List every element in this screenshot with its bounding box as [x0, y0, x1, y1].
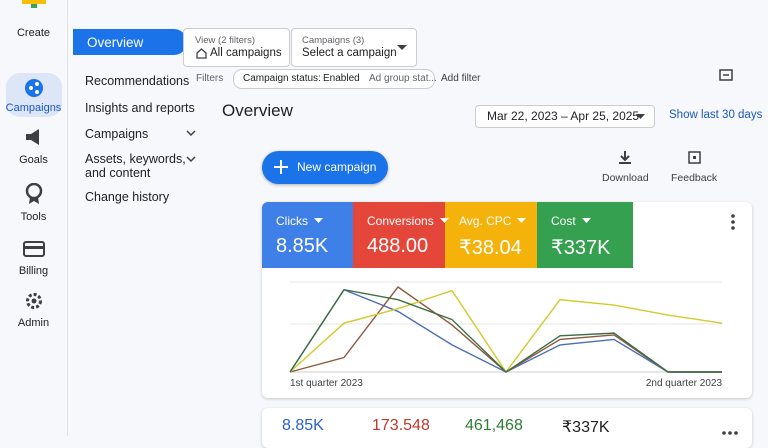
x-tick-label: 2nd quarter 2023 [646, 378, 723, 389]
metric-value: 488.00 [367, 235, 429, 257]
series-line [289, 288, 722, 373]
view-value: All campaigns [210, 47, 282, 59]
filter-value: Enabled [323, 73, 360, 84]
nav-item[interactable]: Campaigns [85, 127, 149, 141]
tools-icon[interactable] [24, 183, 44, 205]
overview-nav[interactable]: Overview [87, 35, 144, 50]
nav-item[interactable]: Insights and reports [85, 101, 195, 115]
metric-value: ₹337K [551, 237, 611, 259]
metric-arrow [314, 218, 323, 223]
billing-icon[interactable] [23, 240, 45, 258]
nav-item[interactable]: and content [85, 166, 151, 180]
feedback-label[interactable]: Feedback [671, 172, 718, 184]
nav-rail [0, 0, 68, 436]
summary-value: 8.85K [282, 417, 324, 434]
metric-arrow [582, 218, 591, 223]
nav-item[interactable]: Recommendations [85, 74, 190, 88]
filters-label: Filters [196, 73, 224, 84]
feedback-icon[interactable] [688, 151, 701, 164]
chevrons[interactable] [186, 128, 196, 168]
metric-tile[interactable]: Conversions 488.00 [353, 202, 449, 268]
date-range: Mar 22, 2023 – Apr 25, 2025 [487, 109, 640, 123]
metric-name: Cost [551, 214, 576, 228]
kebab-menu[interactable] [730, 214, 736, 230]
columns-icon[interactable] [719, 69, 733, 81]
new-campaign-label: New campaign [297, 160, 377, 174]
campaign-value: Select a campaign [302, 47, 397, 59]
metric-value: ₹38.04 [459, 237, 522, 259]
summary-value: 461,468 [465, 417, 523, 434]
series-line [289, 286, 722, 373]
view-selector[interactable] [183, 28, 290, 67]
billing-label[interactable]: Billing [18, 265, 49, 277]
filter-more: Ad group stat... [369, 73, 437, 84]
campaign-label: Campaigns (3) [302, 35, 365, 46]
dropdown-arrow [397, 45, 407, 50]
goals-icon[interactable] [24, 128, 44, 146]
summary-menu[interactable] [721, 430, 739, 436]
goals-label[interactable]: Goals [19, 154, 48, 166]
download-label[interactable]: Download [602, 172, 649, 184]
series-line [289, 288, 722, 373]
metric-arrow [440, 218, 449, 223]
metric-name: Avg. CPC [459, 214, 512, 228]
series-line [289, 289, 723, 374]
tools-label[interactable]: Tools [20, 211, 47, 223]
download-icon[interactable] [618, 150, 632, 164]
metric-name: Conversions [367, 214, 434, 228]
campaigns-label[interactable]: Campaigns [5, 102, 62, 114]
show-last-link[interactable]: Show last 30 days [669, 109, 763, 121]
view-label: View (2 filters) [195, 35, 256, 46]
metric-arrow [517, 218, 526, 223]
page: Create Campaigns Goals Tools Billing Adm… [0, 0, 763, 436]
summary-value: ₹337K [562, 419, 610, 436]
admin-icon[interactable] [24, 291, 44, 311]
metric-tile[interactable]: Clicks 8.85K [262, 202, 353, 268]
metric-name: Clicks [276, 214, 308, 228]
campaign-selector[interactable] [291, 28, 417, 67]
x-tick-label: 1st quarter 2023 [290, 378, 363, 389]
nav-item[interactable]: Assets, keywords, [85, 152, 186, 166]
create-label[interactable]: Create [16, 27, 51, 39]
line-chart: 1st quarter 2023 2nd quarter 2023 [289, 281, 723, 389]
home-icon [196, 48, 207, 59]
plus-icon [274, 160, 288, 174]
filter-chip[interactable] [233, 69, 435, 89]
overview-pill[interactable] [73, 29, 187, 55]
campaigns-icon[interactable] [24, 78, 44, 98]
admin-label[interactable]: Admin [17, 317, 50, 329]
filter-key: Campaign status: [243, 73, 321, 84]
metric-value: 8.85K [276, 235, 329, 257]
metric-tile[interactable]: Cost ₹337K [537, 202, 633, 268]
create-icon[interactable] [22, 0, 46, 12]
page-title: Overview [222, 101, 293, 120]
metric-tile[interactable]: Avg. CPC ₹38.04 [445, 202, 537, 268]
add-filter[interactable]: Add filter [441, 73, 481, 84]
date-picker[interactable] [475, 105, 655, 128]
summary-value: 173.548 [372, 417, 430, 434]
nav-item[interactable]: Change history [85, 190, 170, 204]
date-arrow [636, 114, 645, 119]
